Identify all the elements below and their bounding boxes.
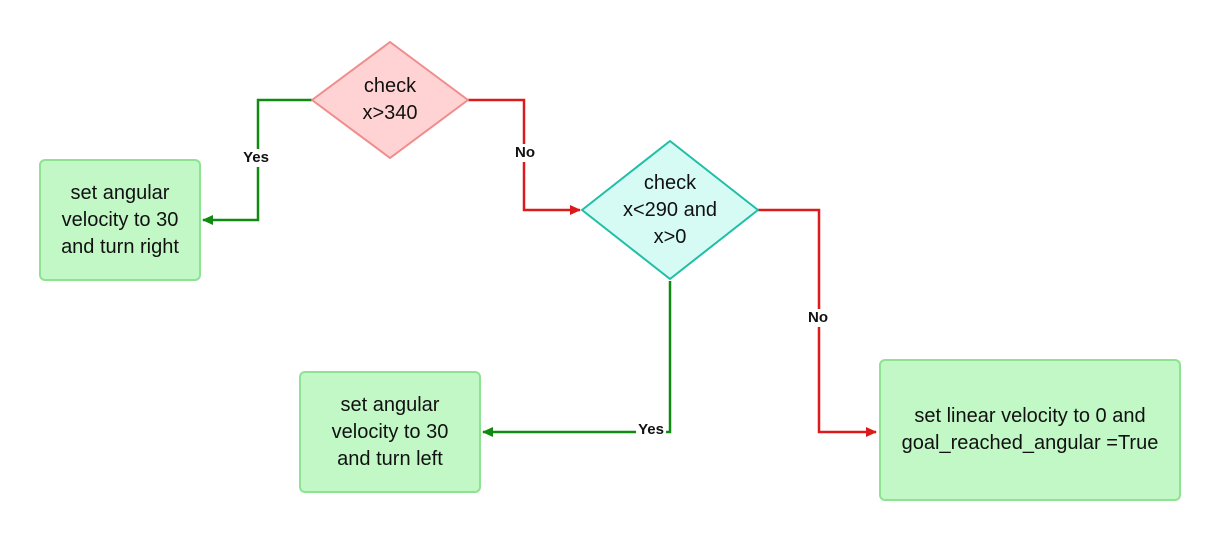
edge-label-gt340-yes: Yes <box>241 149 271 167</box>
process-shape-turn-right <box>39 159 201 281</box>
edge-range-yes <box>482 281 672 437</box>
decision-shape-gt340 <box>311 41 469 159</box>
decision-range-label: check x<290 and x>0 <box>623 171 717 248</box>
decision-gt340-label: check x>340 <box>362 75 418 124</box>
process-stop-label: set linear velocity to 0 and goal_reache… <box>901 405 1159 454</box>
edge-label-range-yes: Yes <box>636 421 666 439</box>
edge-label-range-no: No <box>806 309 830 327</box>
edge-label-gt340-no: No <box>513 144 537 162</box>
process-turn-left-label: set angular velocity to 30 and turn left <box>331 393 449 470</box>
process-shape-stop <box>879 359 1181 501</box>
process-turn-right-label: set angular velocity to 30 and turn righ… <box>61 181 179 258</box>
decision-shape-range <box>581 140 759 280</box>
process-shape-turn-left <box>299 371 481 493</box>
